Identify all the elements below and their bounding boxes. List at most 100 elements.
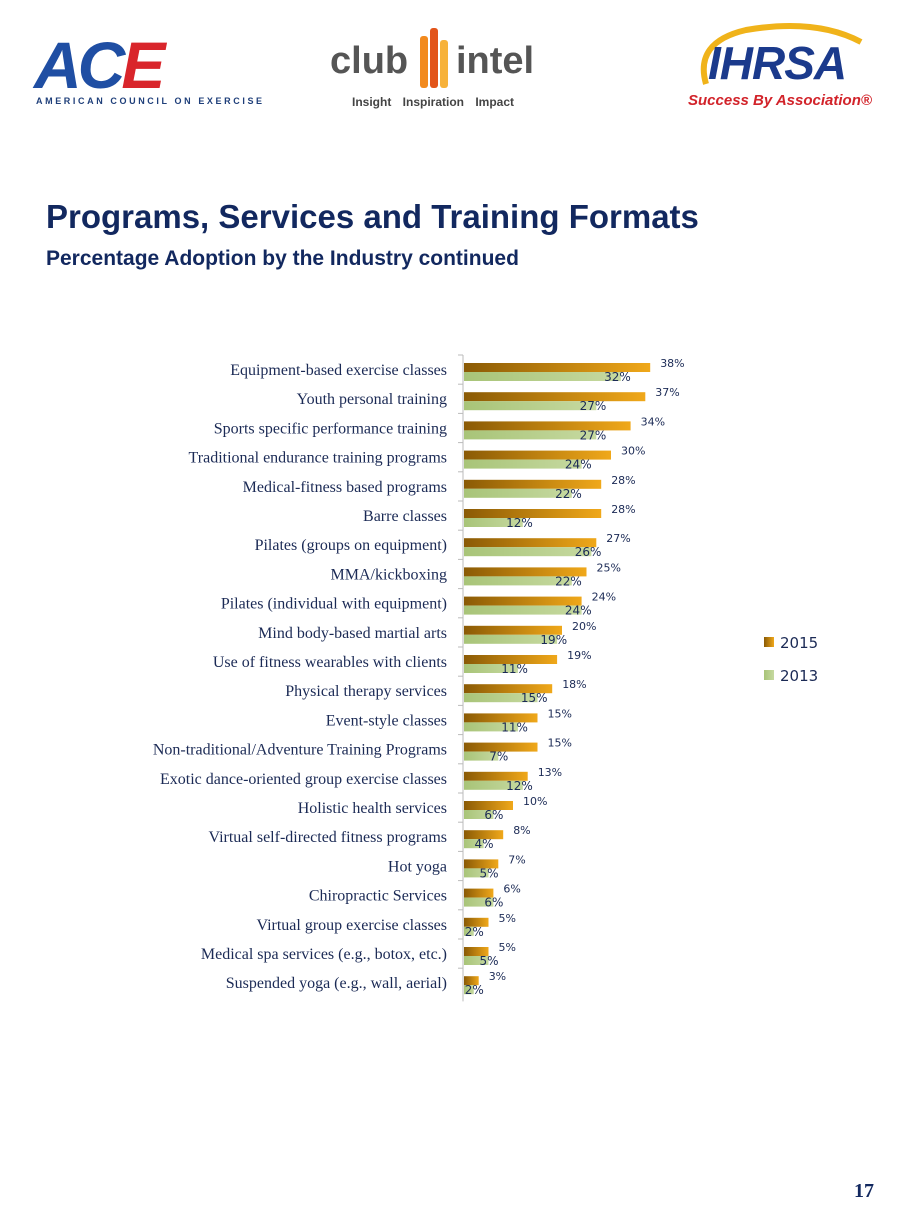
ace-logo: ACE AMERICAN COUNCIL ON EXERCISE [34,28,262,112]
bar-2015 [464,363,651,372]
bar-2013 [464,518,523,527]
data-label-2013: 6% [484,896,503,910]
page-number: 17 [854,1180,874,1202]
ihrsa-logo-tagline: Success By Association® [688,92,872,109]
ace-logo-word: ACE [34,28,165,102]
ihrsa-logo: IHRSA Success By Association® [686,22,881,117]
bar-2015 [464,567,587,577]
ihrsa-logo-word: IHRSA [708,37,847,89]
bar-2015 [464,976,479,986]
data-label-2013: 6% [484,808,503,822]
bar-2013 [464,985,474,995]
bar-2013 [464,459,582,469]
category-label: Sports specific performance training [214,420,447,437]
data-label-2015: 6% [503,883,520,896]
bar-2013 [464,576,572,586]
data-label-2015: 24% [592,591,616,604]
bar-2015 [464,655,558,664]
bar-2015 [464,947,489,956]
bar-2013 [464,926,474,936]
bar-2013 [464,664,518,673]
data-label-2013: 11% [501,662,528,676]
category-label: Mind body-based martial arts [258,625,447,642]
club-intel-word-right: intel [456,40,535,82]
data-label-2015: 5% [499,912,516,925]
bar-2015 [464,917,489,927]
data-label-2015: 25% [597,561,621,574]
data-label-2015: 20% [572,620,596,633]
legend-2013-label: 2013 [780,667,818,685]
page-subtitle: Percentage Adoption by the Industry cont… [46,247,519,270]
bar-2015 [464,479,602,489]
data-label-2013: 22% [555,487,582,501]
bar-2013 [464,634,558,644]
bar-2015 [464,450,611,460]
logo-bar: ACE AMERICAN COUNCIL ON EXERCISE club in… [0,0,920,140]
category-label: Hot yoga [388,858,447,875]
data-label-2013: 24% [565,458,592,472]
data-label-2013: 27% [580,428,607,442]
ihrsa-swoosh-icon [700,23,863,85]
data-label-2015: 3% [489,970,506,983]
data-label-2013: 24% [565,604,592,618]
club-intel-bars-icon [420,28,448,88]
category-label: Equipment-based exercise classes [230,362,447,379]
legend-2015-label: 2015 [780,634,818,652]
data-label-2015: 38% [660,357,684,370]
ace-logo-tagline: AMERICAN COUNCIL ON EXERCISE [36,96,265,106]
category-label: Non-traditional/Adventure Training Progr… [153,742,447,759]
bar-2015 [464,596,582,606]
data-label-2015: 5% [499,941,516,954]
data-label-2015: 30% [621,445,645,458]
category-label: Medical-fitness based programs [243,479,447,496]
data-label-2013: 12% [506,779,533,793]
data-label-2015: 19% [567,649,591,662]
data-label-2013: 19% [540,633,567,647]
bar-2015 [464,859,499,869]
bar-2013 [464,868,489,878]
category-label: Pilates (individual with equipment) [221,596,447,613]
bar-2015 [464,625,562,635]
bar-2015 [464,392,646,402]
data-label-2013: 26% [575,545,602,559]
legend-2015-swatch [764,637,774,647]
category-label: MMA/kickboxing [331,566,447,583]
page-title: Programs, Services and Training Formats [46,198,699,235]
bar-2015 [464,713,538,723]
legend-2013-swatch [764,670,774,680]
bar-2013 [464,693,538,703]
category-label: Virtual group exercise classes [256,917,447,934]
data-label-2015: 13% [538,766,562,779]
bar-2013 [464,722,518,732]
category-label: Event-style classes [326,712,447,729]
data-label-2015: 18% [562,678,586,691]
category-label: Chiropractic Services [309,888,447,905]
bar-2015 [464,421,631,431]
data-label-2015: 7% [508,853,525,866]
bar-2015 [464,509,602,518]
data-label-2013: 11% [501,720,528,734]
data-label-2015: 28% [611,503,635,516]
category-label: Youth personal training [297,391,447,408]
bar-2015 [464,684,553,694]
bar-2013 [464,372,621,381]
category-label: Suspended yoga (e.g., wall, aerial) [226,975,447,992]
club-intel-word-left: club [330,40,409,82]
category-label: Pilates (groups on equipment) [255,537,447,554]
adoption-bar-chart: Equipment-based exercise classes 38% 32% Yo… [153,354,818,1002]
category-label: Exotic dance-oriented group exercise cla… [160,771,447,788]
bar-2013 [464,430,597,440]
bar-2015 [464,742,538,752]
data-label-2013: 5% [479,954,498,968]
data-label-2015: 28% [611,474,635,487]
category-label: Holistic health services [298,800,447,817]
bar-2013 [464,897,494,907]
bar-2015 [464,801,513,810]
data-label-2015: 10% [523,795,547,808]
bar-2015 [464,538,597,548]
bar-2015 [464,830,504,840]
data-label-2013: 2% [465,925,484,939]
data-label-2015: 27% [606,532,630,545]
bar-2013 [464,780,523,790]
data-label-2013: 22% [555,574,582,588]
